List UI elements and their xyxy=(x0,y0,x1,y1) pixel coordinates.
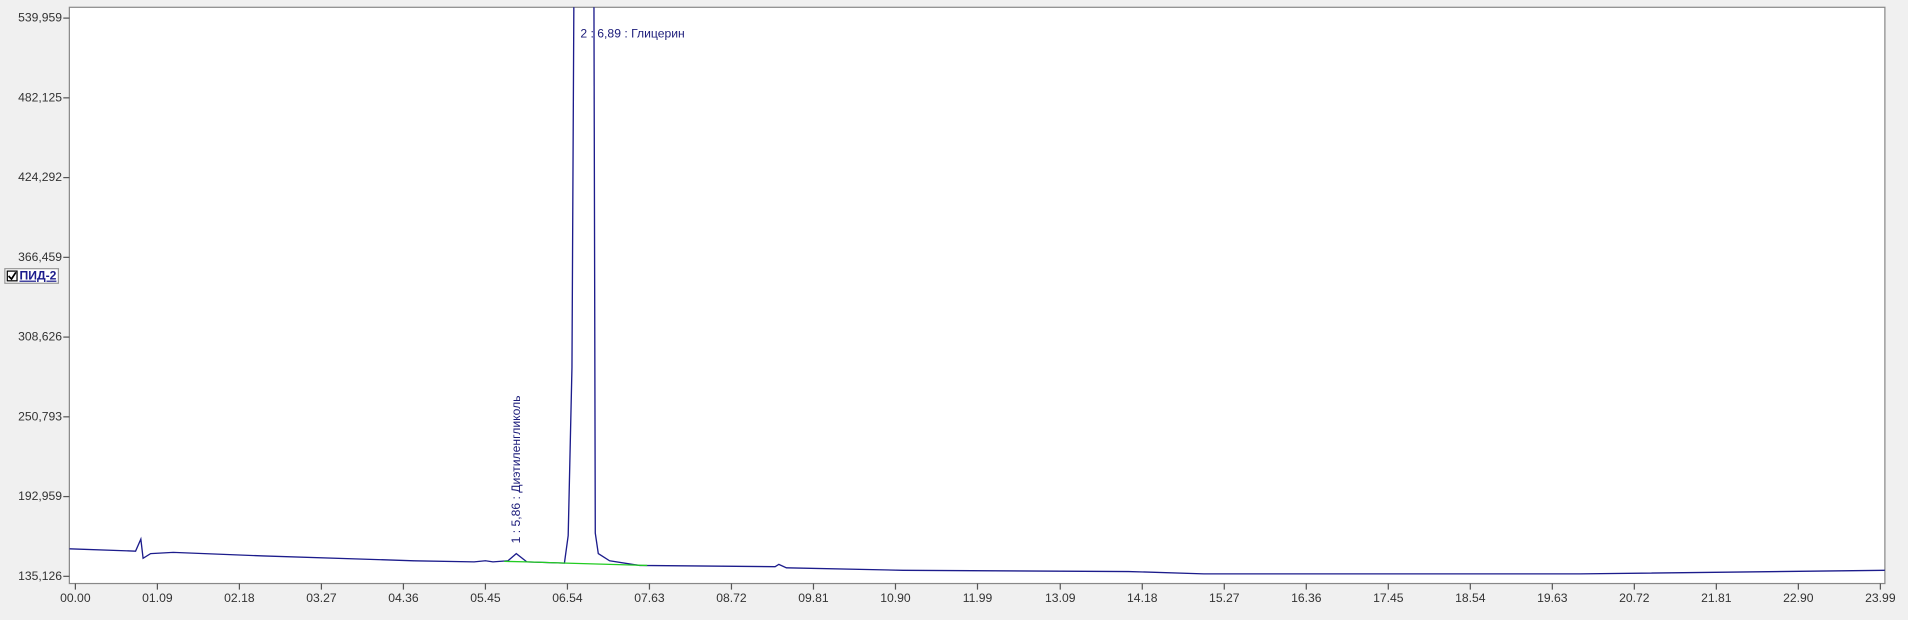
x-tick-label: 04.36 xyxy=(388,591,419,605)
x-tick-label: 18.54 xyxy=(1455,591,1486,605)
y-tick-label: 192,959 xyxy=(18,489,62,503)
y-tick-label: 250,793 xyxy=(18,409,62,423)
channel-toggle[interactable]: ПИД-2 xyxy=(4,268,60,284)
x-tick-label: 23.99 xyxy=(1865,591,1896,605)
x-tick-label: 16.36 xyxy=(1291,591,1322,605)
x-tick-label: 14.18 xyxy=(1127,591,1158,605)
signal-line xyxy=(69,7,1885,575)
x-tick-label: 11.99 xyxy=(963,591,993,605)
checkmark xyxy=(7,271,17,281)
y-tick-label: 539,959 xyxy=(18,11,62,25)
x-tick-label: 09.81 xyxy=(798,591,829,605)
x-tick-label: 02.18 xyxy=(224,591,255,605)
y-tick-label: 424,292 xyxy=(18,170,62,184)
signal-line xyxy=(504,560,648,567)
channel-label[interactable]: ПИД-2 xyxy=(19,269,56,283)
x-tick-label: 10.90 xyxy=(880,591,911,605)
y-tick-label: 366,459 xyxy=(18,250,62,264)
x-tick-label: 00.00 xyxy=(60,591,91,605)
x-tick-label: 17.45 xyxy=(1373,591,1404,605)
y-tick-label: 482,125 xyxy=(18,91,62,105)
y-tick-label: 308,626 xyxy=(18,330,62,344)
x-tick-label: 21.81 xyxy=(1701,591,1732,605)
checkbox[interactable] xyxy=(6,270,18,282)
x-tick-label: 19.63 xyxy=(1537,591,1568,605)
x-tick-label: 06.54 xyxy=(552,591,583,605)
x-tick-label: 08.72 xyxy=(716,591,747,605)
x-tick-label: 03.27 xyxy=(306,591,337,605)
x-tick-label: 13.09 xyxy=(1045,591,1076,605)
x-tick-label: 05.45 xyxy=(470,591,501,605)
x-tick-label: 15.27 xyxy=(1209,591,1240,605)
channel-box xyxy=(4,268,60,284)
peak-annotation: 1 : 5,86 : Диэтиленгликоль xyxy=(509,395,523,543)
x-tick-label: 22.90 xyxy=(1783,591,1814,605)
x-tick-label: 01.09 xyxy=(142,591,173,605)
x-tick-label: 07.63 xyxy=(634,591,665,605)
plot-area xyxy=(68,6,1886,585)
peak-annotation: 2 : 6,89 : Глицерин xyxy=(580,27,684,41)
x-tick-label: 20.72 xyxy=(1619,591,1650,605)
series-group xyxy=(69,7,1885,575)
y-tick-label: 135,126 xyxy=(18,569,62,583)
